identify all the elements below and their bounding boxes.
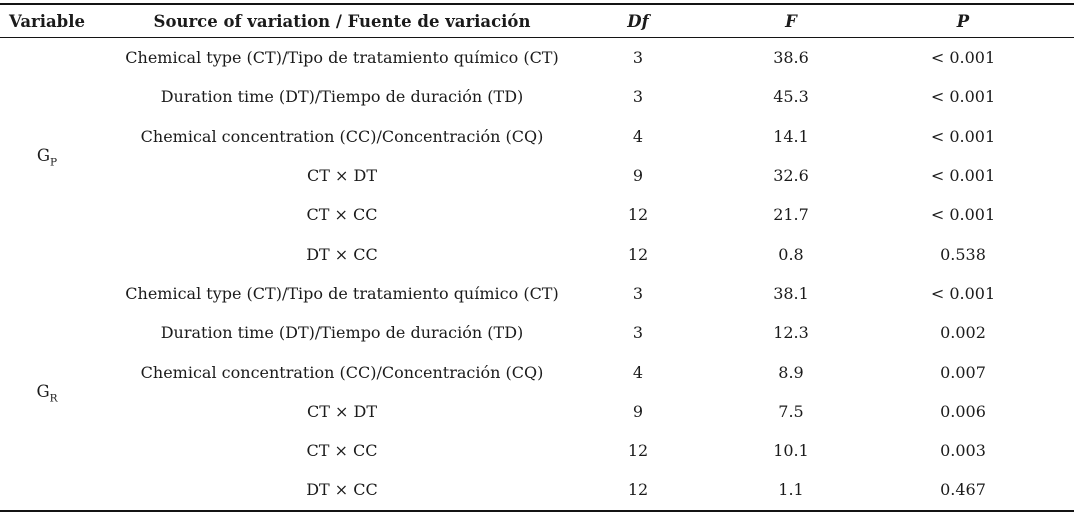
table-row: Chemical concentration (CC)/Concentració… xyxy=(0,352,1074,391)
df-cell: 9 xyxy=(632,166,644,186)
f-value-cell: 8.9 xyxy=(778,362,804,382)
table-row: Duration time (DT)/Tiempo de duración (T… xyxy=(0,313,1074,352)
df-cell: 3 xyxy=(632,323,644,343)
source-cell: DT × CC xyxy=(306,244,378,264)
table-row: GP Chemical type (CT)/Tipo de tratamient… xyxy=(0,38,1074,168)
p-value-cell: 0.002 xyxy=(940,323,986,343)
p-value-cell: 0.538 xyxy=(940,244,986,264)
f-value-cell: 21.7 xyxy=(773,205,809,225)
f-value-cell: 1.1 xyxy=(778,480,804,500)
source-cell: CT × DT xyxy=(307,401,377,421)
source-cell: Chemical concentration (CC)/Concentració… xyxy=(140,362,544,382)
f-value-cell: 38.6 xyxy=(773,48,809,68)
source-cell: CT × CC xyxy=(306,441,378,461)
table-row: DT × CC 12 0.8 0.538 xyxy=(0,234,1074,273)
table-body: GP Chemical type (CT)/Tipo de tratamient… xyxy=(0,38,1074,511)
f-value-cell: 32.6 xyxy=(773,166,809,186)
p-value-cell: < 0.001 xyxy=(930,126,996,146)
variable-cell-gr: GR xyxy=(0,274,94,511)
variable-label: G xyxy=(36,382,50,402)
table-row: Chemical concentration (CC)/Concentració… xyxy=(0,117,1074,156)
variable-cell-gp: GP xyxy=(0,38,94,274)
table-row: CT × DT 9 7.5 0.006 xyxy=(0,392,1074,431)
column-header-f: F xyxy=(785,11,797,31)
p-value-cell: < 0.001 xyxy=(930,205,996,225)
f-value-cell: 0.8 xyxy=(778,244,804,264)
table-row: CT × DT 9 32.6 < 0.001 xyxy=(0,156,1074,195)
table-header: Variable Source of variation / Fuente de… xyxy=(0,4,1074,38)
table-row: Duration time (DT)/Tiempo de duración (T… xyxy=(0,77,1074,116)
source-cell: Chemical type (CT)/Tipo de tratamiento q… xyxy=(125,48,559,68)
source-cell: Duration time (DT)/Tiempo de duración (T… xyxy=(160,87,524,107)
df-cell: 12 xyxy=(627,441,649,461)
p-value-cell: 0.007 xyxy=(940,362,986,382)
f-value-cell: 12.3 xyxy=(773,323,809,343)
df-cell: 4 xyxy=(632,126,644,146)
variable-label: G xyxy=(36,146,51,166)
df-cell: 12 xyxy=(627,244,649,264)
df-cell: 3 xyxy=(632,48,644,68)
source-cell: Chemical concentration (CC)/Concentració… xyxy=(140,126,544,146)
column-header-p: P xyxy=(956,11,970,31)
df-cell: 3 xyxy=(632,283,644,303)
df-cell: 12 xyxy=(627,480,649,500)
table-row: DT × CC 12 1.1 0.467 xyxy=(0,470,1074,510)
f-value-cell: 45.3 xyxy=(773,87,809,107)
source-cell: CT × CC xyxy=(306,205,378,225)
p-value-cell: 0.467 xyxy=(940,480,986,500)
p-value-cell: < 0.001 xyxy=(930,166,996,186)
variable-subscript: P xyxy=(50,156,58,169)
df-cell: 3 xyxy=(632,87,644,107)
source-cell: Chemical type (CT)/Tipo de tratamiento q… xyxy=(125,283,559,303)
df-cell: 4 xyxy=(632,362,644,382)
header-row: Variable Source of variation / Fuente de… xyxy=(0,4,1074,38)
source-cell: CT × DT xyxy=(307,166,377,186)
source-cell: DT × CC xyxy=(306,480,378,500)
column-header-source: Source of variation / Fuente de variació… xyxy=(153,11,531,31)
p-value-cell: < 0.001 xyxy=(930,48,996,68)
p-value-cell: 0.003 xyxy=(940,441,986,461)
f-value-cell: 14.1 xyxy=(773,126,809,146)
df-cell: 12 xyxy=(627,205,649,225)
f-value-cell: 10.1 xyxy=(773,441,809,461)
p-value-cell: < 0.001 xyxy=(930,283,996,303)
anova-table: Variable Source of variation / Fuente de… xyxy=(0,3,1074,512)
p-value-cell: 0.006 xyxy=(940,401,986,421)
variable-subscript: R xyxy=(49,392,58,405)
f-value-cell: 7.5 xyxy=(778,401,804,421)
table-row: CT × CC 12 21.7 < 0.001 xyxy=(0,195,1074,234)
column-header-variable: Variable xyxy=(9,11,85,31)
f-value-cell: 38.1 xyxy=(773,283,809,303)
df-cell: 9 xyxy=(632,401,644,421)
table-row: GR Chemical type (CT)/Tipo de tratamient… xyxy=(0,274,1074,404)
column-header-df: Df xyxy=(627,11,649,31)
table-row: CT × CC 12 10.1 0.003 xyxy=(0,431,1074,470)
p-value-cell: < 0.001 xyxy=(930,87,996,107)
source-cell: Duration time (DT)/Tiempo de duración (T… xyxy=(160,323,524,343)
